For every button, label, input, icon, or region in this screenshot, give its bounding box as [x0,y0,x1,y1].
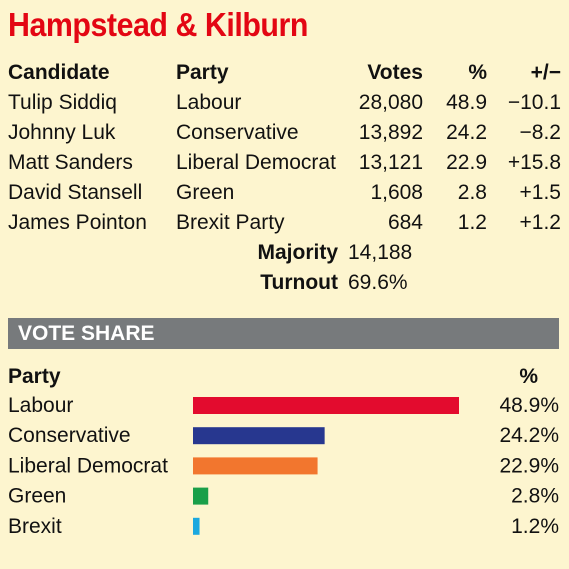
table-row: Tulip Siddiq Labour 28,080 48.9 −10.1 [0,88,569,118]
candidate-pct: 24.2 [446,121,487,144]
page-title: Hampstead & Kilburn [8,6,308,43]
turnout-label: Turnout [260,271,338,294]
candidate-party: Labour [176,91,242,114]
turnout-value: 69.6% [348,271,408,294]
header-change: +/− [530,61,561,84]
majority-row: Majority 14,188 [0,238,569,268]
table-row: David Stansell Green 1,608 2.8 +1.5 [0,178,569,208]
candidate-party: Conservative [176,121,299,144]
candidate-name: David Stansell [8,181,143,204]
table-row: Johnny Luk Conservative 13,892 24.2 −8.2 [0,118,569,148]
header-party: Party [176,61,229,84]
candidate-name: Tulip Siddiq [8,91,117,114]
candidate-votes: 13,121 [358,151,423,174]
chart-bar [193,487,209,505]
candidate-pct: 1.2 [457,211,487,234]
table-row: James Pointon Brexit Party 684 1.2 +1.2 [0,208,569,238]
candidate-name: Matt Sanders [8,151,133,174]
chart-value-header: % [519,365,538,388]
candidate-change: +1.2 [519,211,561,234]
chart-category-label: Labour [8,394,73,417]
chart-category-label: Conservative [8,424,131,447]
header-pct: % [468,61,487,84]
candidate-change: −8.2 [519,121,561,144]
candidate-party: Brexit Party [176,211,285,234]
candidate-change: −10.1 [507,91,561,114]
candidate-party: Green [176,181,235,204]
header-votes: Votes [367,61,423,84]
majority-value: 14,188 [348,241,413,264]
majority-label: Majority [257,241,338,264]
turnout-row: Turnout 69.6% [0,268,569,298]
chart-bar [193,397,459,414]
table-row: Matt Sanders Liberal Democrat 13,121 22.… [0,148,569,178]
results-header-row: Candidate Party Votes % +/− [0,58,569,88]
chart-category-label: Green [8,485,66,508]
chart-category-header: Party [8,365,61,388]
chart-data-label: 1.2% [511,515,559,538]
candidate-name: Johnny Luk [8,121,116,144]
vote-share-heading: VOTE SHARE [18,322,155,345]
results-table: Candidate Party Votes % +/− Tulip Siddiq… [0,58,569,298]
chart-bar [193,517,200,535]
candidate-change: +15.8 [507,151,561,174]
candidate-pct: 2.8 [457,181,487,204]
chart-data-label: 48.9% [499,394,559,417]
chart-category-label: Liberal Democrat [8,454,168,477]
candidate-party: Liberal Democrat [176,151,336,174]
candidate-votes: 684 [387,211,423,234]
candidate-pct: 22.9 [446,151,487,174]
candidate-change: +1.5 [519,181,561,204]
chart-data-label: 22.9% [499,454,559,477]
chart-bar [193,427,325,445]
candidate-name: James Pointon [8,211,147,234]
candidate-votes: 28,080 [358,91,423,114]
candidate-votes: 13,892 [358,121,423,144]
header-candidate: Candidate [8,61,110,84]
candidate-pct: 48.9 [446,91,487,114]
chart-bar [193,457,318,475]
vote-share-heading-bar: VOTE SHARE [8,318,559,349]
chart-data-label: 2.8% [511,485,559,508]
chart-data-label: 24.2% [499,424,559,447]
candidate-votes: 1,608 [370,181,423,204]
chart-category-label: Brexit [8,515,62,538]
